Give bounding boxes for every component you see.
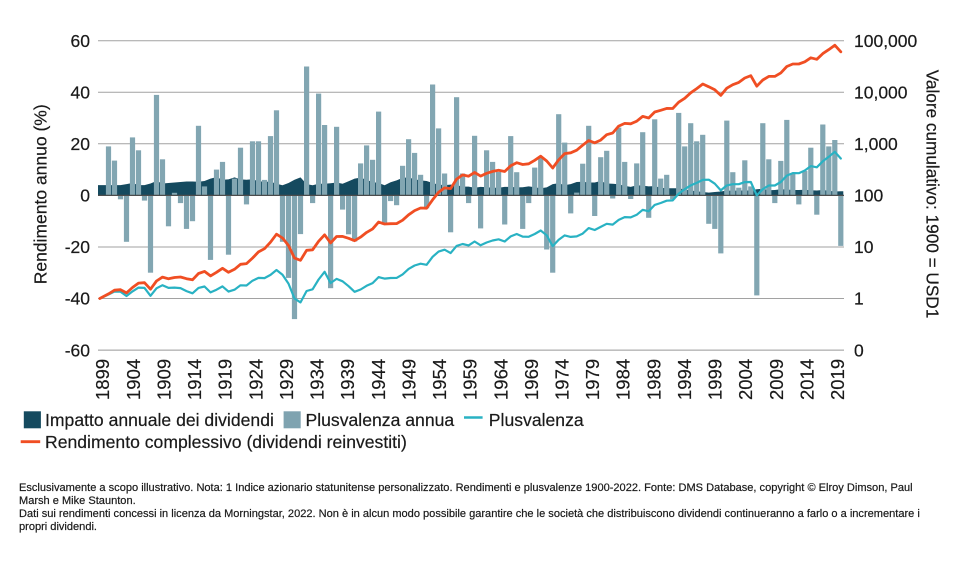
svg-text:100: 100 bbox=[854, 186, 883, 206]
svg-text:1949: 1949 bbox=[398, 359, 419, 400]
svg-text:1999: 1999 bbox=[705, 359, 726, 400]
svg-text:1924: 1924 bbox=[245, 359, 266, 400]
svg-text:1989: 1989 bbox=[643, 359, 664, 400]
svg-text:-20: -20 bbox=[65, 237, 91, 257]
svg-text:2009: 2009 bbox=[766, 359, 787, 400]
svg-text:1969: 1969 bbox=[521, 359, 542, 400]
svg-text:1,000: 1,000 bbox=[854, 134, 898, 154]
svg-text:1929: 1929 bbox=[276, 359, 297, 400]
svg-text:1964: 1964 bbox=[490, 359, 511, 400]
svg-text:100,000: 100,000 bbox=[854, 31, 918, 51]
svg-text:-60: -60 bbox=[65, 340, 91, 360]
svg-text:Marsh e Mike Staunton.: Marsh e Mike Staunton. bbox=[19, 495, 136, 507]
svg-text:1934: 1934 bbox=[307, 359, 328, 400]
svg-text:1994: 1994 bbox=[674, 359, 695, 400]
svg-text:2004: 2004 bbox=[735, 359, 756, 400]
svg-text:1904: 1904 bbox=[123, 359, 144, 400]
svg-text:10,000: 10,000 bbox=[854, 83, 908, 103]
svg-text:1979: 1979 bbox=[582, 359, 603, 400]
svg-text:1914: 1914 bbox=[184, 359, 205, 400]
svg-text:1944: 1944 bbox=[368, 359, 389, 400]
svg-text:Impatto annuale dei dividendi: Impatto annuale dei dividendi bbox=[45, 410, 274, 430]
svg-text:1954: 1954 bbox=[429, 359, 450, 400]
svg-text:Esclusivamente a scopo illustr: Esclusivamente a scopo illustrativo. Not… bbox=[19, 482, 913, 494]
svg-text:2019: 2019 bbox=[827, 359, 848, 400]
svg-text:Valore cumulativo: 1900 = USD1: Valore cumulativo: 1900 = USD1 bbox=[923, 70, 943, 319]
svg-text:0: 0 bbox=[80, 186, 90, 206]
svg-text:1919: 1919 bbox=[215, 359, 236, 400]
svg-text:Dati sui rendimenti concessi i: Dati sui rendimenti concessi in licenza … bbox=[19, 508, 920, 520]
svg-text:Rendimento annuo (%): Rendimento annuo (%) bbox=[30, 104, 50, 284]
svg-text:propri dividendi.: propri dividendi. bbox=[19, 521, 97, 533]
svg-text:Plusvalenza: Plusvalenza bbox=[489, 410, 584, 430]
svg-text:2014: 2014 bbox=[797, 359, 818, 400]
svg-text:20: 20 bbox=[71, 134, 91, 154]
svg-text:1984: 1984 bbox=[613, 359, 634, 400]
svg-text:60: 60 bbox=[71, 31, 91, 51]
svg-text:0: 0 bbox=[854, 340, 864, 360]
svg-text:10: 10 bbox=[854, 237, 874, 257]
svg-text:1: 1 bbox=[854, 289, 864, 309]
svg-text:1909: 1909 bbox=[153, 359, 174, 400]
svg-text:1899: 1899 bbox=[92, 359, 113, 400]
svg-text:1939: 1939 bbox=[337, 359, 358, 400]
svg-text:40: 40 bbox=[71, 83, 91, 103]
svg-text:-40: -40 bbox=[65, 289, 91, 309]
svg-text:1959: 1959 bbox=[460, 359, 481, 400]
svg-text:1974: 1974 bbox=[552, 359, 573, 400]
svg-text:Rendimento complessivo (divide: Rendimento complessivo (dividendi reinve… bbox=[45, 432, 407, 452]
svg-text:Plusvalenza annua: Plusvalenza annua bbox=[306, 410, 455, 430]
